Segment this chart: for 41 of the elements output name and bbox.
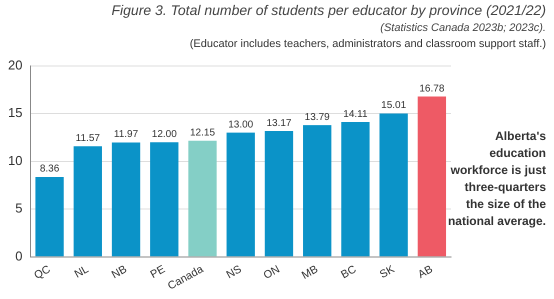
bar [188,140,217,256]
y-tick-label: 0 [15,248,22,264]
bar [35,176,64,256]
data-label: 16.78 [419,83,445,94]
chart-subtitle: (Statistics Canada 2023b; 2023c). [380,22,546,34]
x-tick-label: AB [416,263,435,281]
y-tick-label: 20 [8,57,22,72]
x-tick-label: NB [110,263,129,282]
annotation: Alberta's education workforce is just three-quarters the size of the national average. [446,128,546,230]
bar [418,96,446,256]
chart-title: Figure 3. Total number of students per educator by province (2021/22) [111,2,546,18]
data-label: 13.79 [304,112,330,123]
bar [74,146,102,256]
data-label: 15.01 [381,100,407,112]
bar [264,131,294,256]
x-tick-label: MB [300,263,320,282]
data-label: 11.57 [76,133,100,144]
y-tick-label: 10 [8,152,22,168]
bar [379,113,408,256]
x-tick-label: NS [224,263,244,282]
data-label: 11.97 [114,129,139,140]
data-label: 12.15 [190,128,216,139]
bar [150,142,178,256]
text: (Educator includes teachers, administrators and classroom support staff.) [190,38,546,50]
bar [341,122,370,256]
data-label: 12.00 [152,128,178,140]
bar [112,142,140,256]
x-tick-label: BC [339,263,358,282]
x-tick-label: SK [378,263,398,281]
x-tick-label: QC [32,263,53,282]
x-tick-label: ON [262,263,282,282]
y-tick-label: 15 [8,105,22,120]
data-label: 8.36 [40,164,60,175]
y-tick-label: 5 [15,200,22,216]
bar [226,132,255,256]
x-tick-label: NL [72,263,91,281]
data-label: 13.00 [228,119,254,130]
x-tick-label: PE [148,263,168,281]
data-label: 13.17 [266,118,292,129]
bar [303,125,332,256]
data-label: 14.11 [343,108,368,120]
